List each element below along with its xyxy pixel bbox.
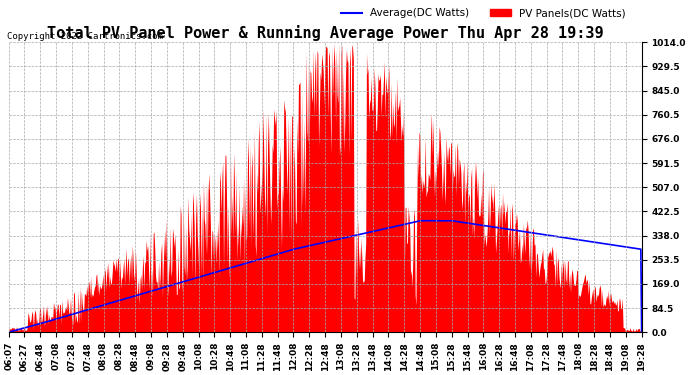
- Title: Total PV Panel Power & Running Average Power Thu Apr 28 19:39: Total PV Panel Power & Running Average P…: [47, 25, 604, 41]
- Legend: Average(DC Watts), PV Panels(DC Watts): Average(DC Watts), PV Panels(DC Watts): [337, 4, 630, 22]
- Text: Copyright 2022 Cartronics.com: Copyright 2022 Cartronics.com: [7, 32, 163, 41]
